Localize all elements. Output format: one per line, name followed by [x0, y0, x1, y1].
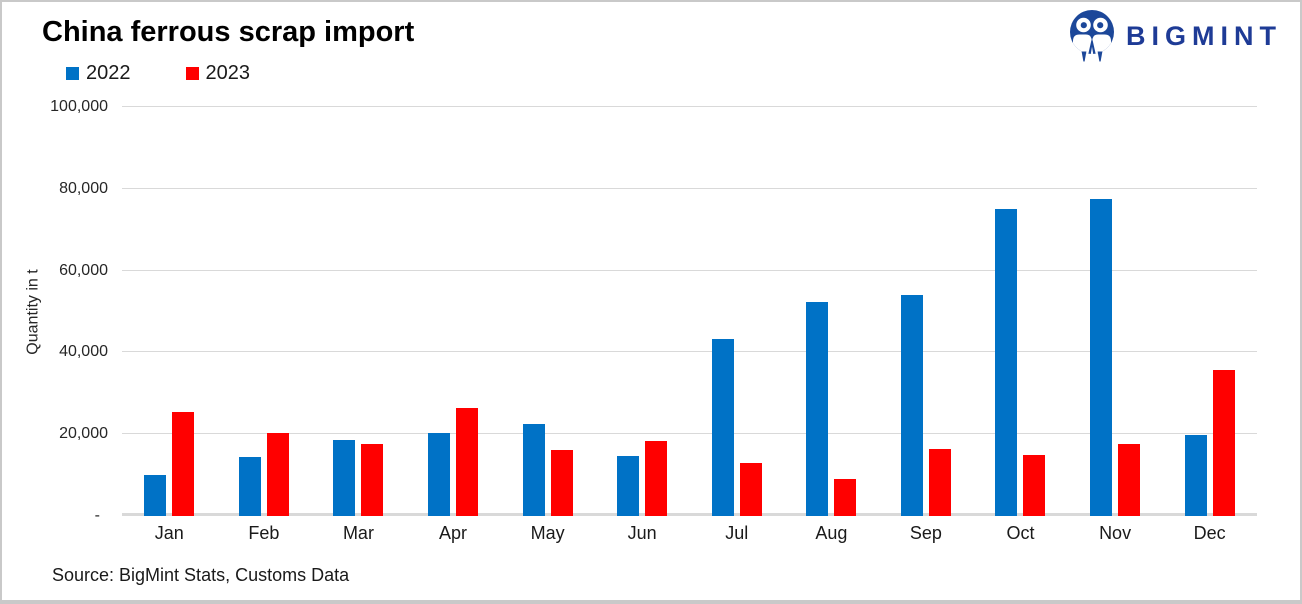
bar-2022-aug	[806, 302, 829, 516]
month-group-sep	[879, 107, 974, 516]
x-axis-label-feb: Feb	[248, 523, 280, 543]
x-axis-label-nov: Nov	[1099, 523, 1132, 543]
x-axis-label-apr: Apr	[439, 523, 468, 543]
x-axis-label-aug: Aug	[815, 523, 848, 543]
bar-2023-dec	[1212, 370, 1235, 516]
bar-2023-apr	[456, 407, 479, 516]
legend-label-2023: 2023	[205, 62, 251, 84]
month-group-jan	[122, 107, 217, 516]
x-axis-label-jun: Jun	[627, 523, 657, 543]
chart-title: China ferrous scrap import	[42, 16, 415, 48]
bar-2022-nov	[1090, 198, 1113, 516]
gridline	[122, 351, 1257, 353]
month-group-apr	[406, 107, 501, 516]
bar-2023-oct	[1023, 455, 1046, 516]
x-axis-label-mar: Mar	[342, 523, 374, 543]
gridline	[122, 433, 1257, 435]
bar-2022-jun	[617, 456, 640, 516]
bar-2023-aug	[834, 479, 857, 516]
gridline	[122, 187, 1257, 189]
month-group-dec	[1162, 107, 1257, 516]
y-axis-title-text: Quantity in t	[25, 268, 42, 355]
y-tick-label: 40,000	[59, 343, 108, 361]
y-tick-label: -	[94, 507, 100, 524]
plot-area: Quantity in t - 20,000 40,000 60,000 80,000 1…	[25, 98, 1257, 524]
month-group-jun	[595, 107, 690, 516]
x-axis-label-may: May	[530, 523, 565, 543]
month-group-may	[500, 107, 595, 516]
y-tick-label: 100,000	[50, 98, 108, 115]
month-group-aug	[784, 107, 879, 516]
bar-2022-mar	[333, 439, 356, 516]
legend: 2022 2023	[66, 62, 250, 85]
bar-2022-oct	[995, 209, 1018, 516]
bar-2022-may	[522, 423, 545, 516]
legend-item-2023: 2023	[185, 62, 251, 85]
y-tick-label: 20,000	[59, 425, 108, 443]
bar-2022-jul	[711, 338, 734, 516]
x-axis-label-sep: Sep	[909, 523, 942, 543]
source-note: Source: BigMint Stats, Customs Data	[52, 565, 350, 585]
month-group-nov	[1068, 107, 1163, 516]
bar-2022-jan	[144, 475, 167, 516]
y-axis-title: Quantity in t	[24, 107, 44, 516]
month-group-oct	[973, 107, 1068, 516]
bar-2022-dec	[1184, 435, 1207, 516]
bigmint-logo: BIGMINT	[1068, 10, 1282, 63]
x-axis-label-jul: Jul	[725, 523, 749, 543]
x-axis-labels: Jan Feb Mar Apr May Jun Jul Aug Sep Oct Nov Dec	[122, 523, 1257, 544]
bigmint-logo-icon	[1070, 10, 1114, 62]
bar-2023-nov	[1118, 444, 1141, 516]
month-group-jul	[689, 107, 784, 516]
month-group-feb	[217, 107, 312, 516]
bar-2023-mar	[361, 444, 384, 516]
bar-2022-sep	[900, 295, 923, 516]
bars-row	[122, 107, 1257, 516]
bar-2022-feb	[238, 456, 261, 516]
x-axis-line	[122, 513, 1257, 516]
bar-2023-feb	[266, 433, 289, 516]
y-tick-label: 80,000	[59, 179, 108, 197]
bar-2023-jun	[645, 441, 668, 516]
legend-swatch-2023	[185, 67, 199, 80]
gridline	[122, 269, 1257, 271]
bar-2023-may	[550, 450, 573, 516]
x-axis-label-oct: Oct	[1006, 523, 1035, 543]
y-tick-label: 60,000	[59, 261, 108, 279]
bar-2023-sep	[928, 449, 951, 516]
month-group-mar	[311, 107, 406, 516]
bar-2022-apr	[428, 432, 451, 516]
legend-swatch-2022	[66, 67, 79, 80]
x-axis-label-dec: Dec	[1193, 523, 1226, 543]
legend-label-2022: 2022	[86, 62, 131, 84]
x-axis-label-jan: Jan	[154, 523, 184, 543]
bigmint-logo-text: BIGMINT	[1126, 21, 1282, 51]
legend-item-2022: 2022	[66, 62, 131, 85]
gridline	[122, 106, 1257, 107]
bar-2023-jul	[739, 462, 762, 516]
bar-2023-jan	[172, 411, 195, 516]
